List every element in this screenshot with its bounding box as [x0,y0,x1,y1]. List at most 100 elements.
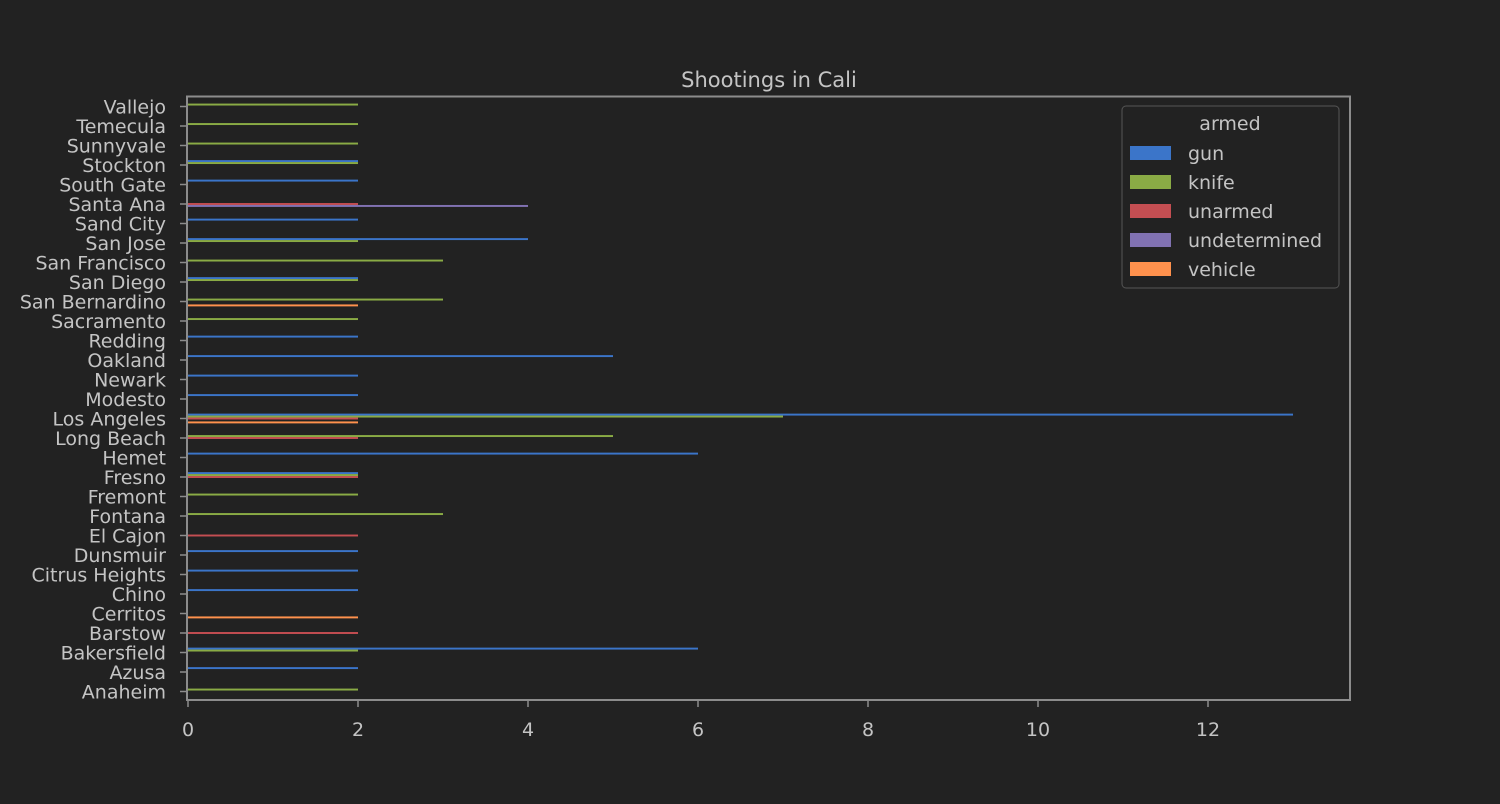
bar-san-jose-knife [188,240,358,243]
x-tick-label: 10 [1026,719,1050,741]
y-tick-label: San Jose [85,233,166,255]
legend-swatch-undetermined [1130,233,1171,247]
bar-san-francisco-knife [188,259,443,262]
bar-san-jose-gun [188,238,528,241]
bar-fontana-knife [188,513,443,516]
bar-fresno-knife [188,474,358,477]
bar-cerritos-vehicle [188,616,358,619]
bar-south-gate-gun [188,179,358,182]
bar-los-angeles-knife [188,415,783,418]
y-tick-label: San Bernardino [20,292,166,314]
bar-bakersfield-knife [188,649,358,652]
y-tick-label: Long Beach [55,428,166,450]
legend-label-unarmed: unarmed [1188,201,1273,223]
y-tick-label: Stockton [82,155,166,177]
legend-label-undetermined: undetermined [1188,230,1322,252]
bars-layer [188,103,1293,691]
y-tick-label: Sacramento [51,311,166,333]
bar-long-beach-unarmed [188,437,358,439]
y-tick-label: Azusa [109,662,166,684]
bar-san-diego-knife [188,279,358,282]
bar-dunsmuir-gun [188,550,358,553]
legend-label-knife: knife [1188,172,1235,194]
y-tick-label: Redding [88,331,166,353]
legend-swatch-gun [1130,146,1171,160]
legend-box [1121,105,1340,289]
y-tick-label: Citrus Heights [32,565,167,587]
bar-sand-city-gun [188,218,358,221]
bar-sacramento-knife [188,318,358,321]
y-tick-label: Fontana [89,506,166,528]
bar-vallejo-knife [188,103,358,106]
bar-los-angeles-vehicle [188,421,358,424]
legend: armed gun knife unarmed undetermined vehicle [1121,105,1340,289]
bar-redding-gun [188,335,358,338]
y-tick-label: Temecula [75,116,166,138]
x-tick-label: 2 [352,719,364,741]
y-tick-label: Fresno [104,467,166,489]
bar-barstow-unarmed [188,632,358,634]
bar-san-bernardino-knife [188,298,443,301]
y-tick-label: Bakersfield [61,643,166,665]
legend-label-gun: gun [1188,143,1224,165]
bar-santa-ana-undetermined [188,204,528,207]
bar-fremont-knife [188,493,358,496]
x-tick-label: 12 [1196,719,1220,741]
y-tick-label: El Cajon [89,526,166,548]
chart-title: Shootings in Cali [681,68,857,92]
y-tick-label: Newark [94,370,166,392]
bar-temecula-knife [188,123,358,126]
bar-sunnyvale-knife [188,142,358,145]
bar-los-angeles-unarmed [188,417,358,420]
y-tick-label: San Diego [69,272,166,294]
legend-swatch-unarmed [1130,204,1171,218]
y-tick-label: Vallejo [104,97,166,119]
y-tick-label: Anaheim [82,682,166,704]
bar-los-angeles-gun [188,413,1293,416]
legend-swatch-vehicle [1130,262,1171,276]
y-tick-label: Fremont [88,487,166,509]
y-tick-label: Sand City [75,214,166,236]
bar-hemet-gun [188,452,698,455]
bar-el-cajon-unarmed [188,534,358,537]
bar-citrus-heights-gun [188,569,358,572]
x-tick-label: 8 [862,719,874,741]
y-tick-label: Barstow [89,623,166,645]
x-tick-label: 4 [522,719,534,741]
bar-san-diego-gun [188,277,358,280]
bar-azusa-gun [188,667,358,670]
y-tick-label: Chino [112,584,166,606]
y-tick-label: Dunsmuir [74,545,166,567]
y-tick-label: Los Angeles [53,409,166,431]
bar-stockton-knife [188,162,358,165]
y-tick-label: Cerritos [92,604,167,626]
bar-newark-gun [188,374,358,377]
y-tick-label: Modesto [85,389,166,411]
x-axis: 0 2 4 6 8 10 12 [182,700,1220,741]
bar-chino-gun [188,589,358,592]
bar-bakersfield-gun [188,647,698,650]
bar-fresno-gun [188,472,358,475]
legend-title: armed [1199,113,1260,135]
x-tick-label: 0 [182,719,194,741]
bar-stockton-gun [188,160,358,163]
bar-fresno-unarmed [188,476,358,478]
legend-label-vehicle: vehicle [1188,259,1256,281]
x-tick-label: 6 [692,719,704,741]
y-tick-label: San Francisco [35,253,166,275]
plot-area-frame [186,95,1351,701]
y-tick-label: Hemet [102,448,166,470]
y-tick-label: Santa Ana [68,194,166,216]
y-axis: AnaheimAzusaBakersfieldBarstowCerritosCh… [20,97,187,704]
y-tick-label: South Gate [59,175,166,197]
bar-oakland-gun [188,355,613,358]
bar-santa-ana-unarmed [188,203,358,205]
y-tick-label: Oakland [87,350,166,372]
bar-modesto-gun [188,394,358,397]
bar-san-bernardino-vehicle [188,304,358,307]
y-tick-label: Sunnyvale [67,136,166,158]
bar-long-beach-knife [188,435,613,438]
legend-swatch-knife [1130,175,1171,189]
